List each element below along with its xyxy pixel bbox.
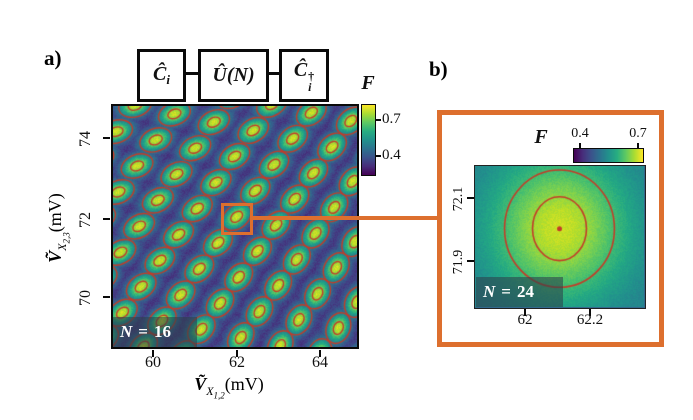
- y-tick-label: 71.9: [451, 244, 467, 280]
- circuit-box-unitary: Û(N): [198, 49, 269, 102]
- x-tick-label: 60: [138, 354, 168, 372]
- highlight-box: [221, 203, 253, 235]
- colorbar-tick: [637, 143, 639, 148]
- figure-root: a) b) Ĉi Û(N) Ĉ † i 60 62 64 74 72 70 ṼX2,…: [0, 0, 693, 420]
- colorbar-a: [361, 104, 376, 176]
- y-tick: [103, 137, 110, 139]
- panel-a-label: a): [44, 46, 62, 71]
- y-tick-label: 74: [77, 122, 95, 156]
- panel-a-count-badge: N = 16: [113, 317, 197, 347]
- x-tick-label: 64: [305, 354, 335, 372]
- y-tick-label: 72.1: [451, 181, 467, 217]
- y-tick: [103, 218, 110, 220]
- colorbar-a-title: F: [354, 72, 382, 95]
- y-tick: [467, 260, 474, 262]
- colorbar-tick-label: 0.4: [564, 126, 596, 142]
- panel-a-y-axis-label: ṼX2,3(mV): [45, 143, 69, 313]
- colorbar-tick-label: 0.7: [382, 111, 401, 128]
- y-tick-label: 72: [77, 203, 95, 237]
- panel-b-count-badge: N = 24: [476, 277, 563, 307]
- colorbar-b-title: F: [528, 126, 554, 149]
- operator-ci: Ĉi: [153, 63, 170, 88]
- panel-a-x-axis-label: ṼX1,2(mV): [134, 374, 324, 400]
- colorbar-b: [573, 148, 644, 163]
- colorbar-tick-label: 0.4: [382, 147, 401, 164]
- y-tick: [467, 197, 474, 199]
- x-tick-label: 62: [505, 312, 545, 329]
- operator-ci-dagger: Ĉ † i: [294, 59, 314, 91]
- zoom-connector-line: [251, 216, 438, 220]
- colorbar-tick: [376, 119, 381, 121]
- x-tick-label: 62: [222, 354, 252, 372]
- panel-b-label: b): [429, 57, 448, 82]
- circuit-box-collapse-dagger: Ĉ † i: [279, 49, 329, 102]
- colorbar-tick-label: 0.7: [622, 126, 654, 142]
- colorbar-tick: [579, 143, 581, 148]
- circuit-wire: [185, 72, 199, 75]
- y-tick: [103, 296, 110, 298]
- circuit-box-collapse: Ĉi: [137, 49, 186, 102]
- x-tick-label: 62.2: [570, 312, 610, 329]
- y-tick-label: 70: [77, 281, 95, 315]
- operator-un: Û(N): [212, 64, 254, 87]
- colorbar-tick: [376, 155, 381, 157]
